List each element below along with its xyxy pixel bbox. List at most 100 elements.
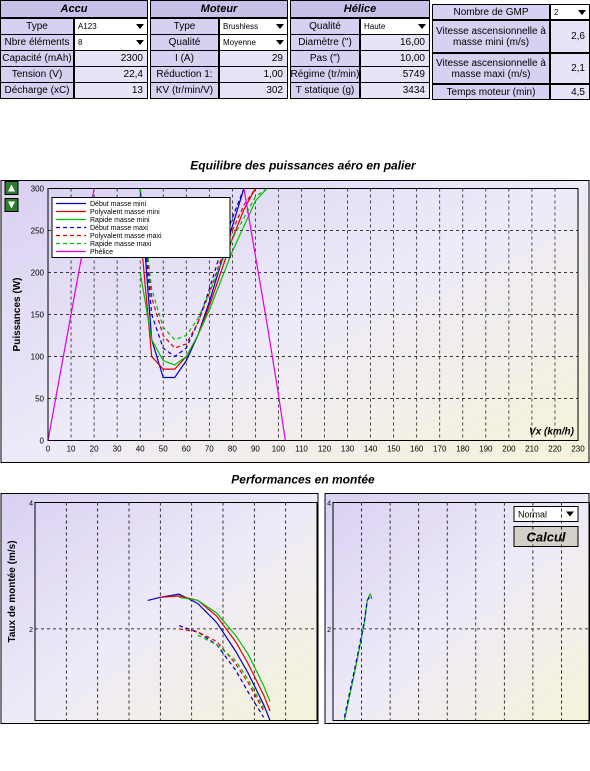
y-tick-label: 250 [31,227,45,236]
param-label: Décharge (xC) [0,82,74,99]
x-tick-label: 80 [228,445,237,454]
y-tick-label: 4 [327,501,331,508]
param-value: 13 [74,82,148,99]
legend-label: Rapide masse maxi [90,241,152,248]
x-tick-label: 140 [364,445,378,454]
param-label: Tension (V) [0,66,74,83]
x-tick-label: 50 [159,445,168,454]
group-title: Hélice [290,0,430,18]
x-tick-label: 10 [67,445,76,454]
param-value: 1,00 [219,66,288,83]
y-tick-label: 2 [327,627,331,634]
param-value[interactable]: 2 [550,4,590,20]
x-tick-label: 90 [251,445,260,454]
x-tick-label: 100 [272,445,286,454]
x-axis-label: Vx (km/h) [529,427,575,438]
legend-label: Rapide masse mini [90,217,150,224]
param-value: 16,00 [360,34,430,51]
chart-title: Performances en montée [231,473,375,487]
param-value: 22,4 [74,66,148,83]
x-tick-label: 30 [113,445,122,454]
calcul-button[interactable] [513,526,579,547]
legend-box [51,197,231,258]
x-tick-label: 40 [136,445,145,454]
param-label: Diamètre (") [290,34,360,51]
x-tick-label: 200 [502,445,516,454]
param-label: T statique (g) [290,82,360,99]
x-tick-label: 0 [46,445,51,454]
x-tick-label: 230 [571,445,585,454]
x-tick-label: 150 [387,445,401,454]
y-tick-label: 50 [35,395,44,404]
y-axis-label: Taux de montée (m/s) [7,540,18,642]
x-tick-label: 160 [410,445,424,454]
param-label: Qualité [150,34,219,51]
series-line [139,188,268,366]
param-value[interactable]: Haute [360,18,430,35]
param-label: Nbre éléments [0,34,74,51]
x-tick-label: 110 [295,445,308,454]
param-label: Capacité (mAh) [0,50,74,67]
x-tick-label: 220 [548,445,562,454]
y-tick-label: 100 [31,353,45,362]
x-tick-label: 180 [456,445,470,454]
y-tick-label: 200 [31,269,45,278]
x-tick-label: 190 [479,445,493,454]
x-tick-label: 60 [182,445,191,454]
page: Accu Type A123 Nbre éléments 8 Capacité (mAh)… [0,0,590,724]
group-title: Accu [0,0,148,18]
param-label: I (A) [150,50,219,67]
legend-label: Début masse mini [90,201,146,208]
param-value: 29 [219,50,288,67]
param-value: 2,1 [550,53,590,84]
param-label: Type [0,18,74,35]
x-tick-label: 170 [433,445,447,454]
y-tick-label: 0 [40,437,45,446]
legend-label: Début masse maxi [90,225,148,232]
mode-select[interactable] [513,506,579,522]
param-value[interactable]: Brushless [219,18,288,35]
param-value: 5749 [360,66,430,83]
x-tick-label: 20 [90,445,99,454]
param-value[interactable]: 8 [74,34,148,51]
param-label: Nombre de GMP [432,4,550,20]
charts: Normal Calcul Equilibre des puissances a… [0,159,590,724]
parameter-panel: Accu Type A123 Nbre éléments 8 Capacité (mAh)… [0,0,590,101]
param-value: 4,5 [550,84,590,100]
legend-label: Polyvalent masse maxi [90,233,162,240]
param-label: Qualité [290,18,360,35]
param-label: Pas (") [290,50,360,67]
y-tick-label: 2 [29,627,33,634]
y-tick-label: 4 [29,501,33,508]
x-tick-label: 70 [205,445,214,454]
y-tick-label: 300 [31,185,45,194]
calcul-label[interactable]: Calcul [526,530,565,545]
scroll-buttons [4,181,19,212]
plot [48,188,578,441]
y-tick-label: 150 [31,311,45,320]
series-line [179,628,265,712]
param-value: 302 [219,82,288,99]
param-value: 3434 [360,82,430,99]
group-title: Moteur [150,0,288,18]
param-value[interactable]: A123 [74,18,148,35]
param-label: Réduction 1: [150,66,219,83]
param-label: Régime (tr/min) [290,66,360,83]
param-label: Vitesse ascensionnelle à masse maxi (m/s… [432,53,550,84]
param-label: Vitesse ascensionnelle à masse mini (m/s… [432,20,550,53]
param-value: 2300 [74,50,148,67]
param-label: Type [150,18,219,35]
series-line [139,188,256,349]
series-line [139,188,268,341]
y-axis-label: Puissances (W) [12,278,23,352]
param-label: KV (tr/min/V) [150,82,219,99]
chart-frame [0,493,319,724]
param-value[interactable]: Moyenne [219,34,288,51]
x-tick-label: 130 [341,445,355,454]
legend-label: Polyvalent masse mini [90,209,160,216]
plot-border [47,188,579,441]
x-tick-label: 120 [318,445,332,454]
x-tick-label: 210 [525,445,539,454]
param-value: 2,6 [550,20,590,53]
legend-label: Phélice [90,249,113,256]
